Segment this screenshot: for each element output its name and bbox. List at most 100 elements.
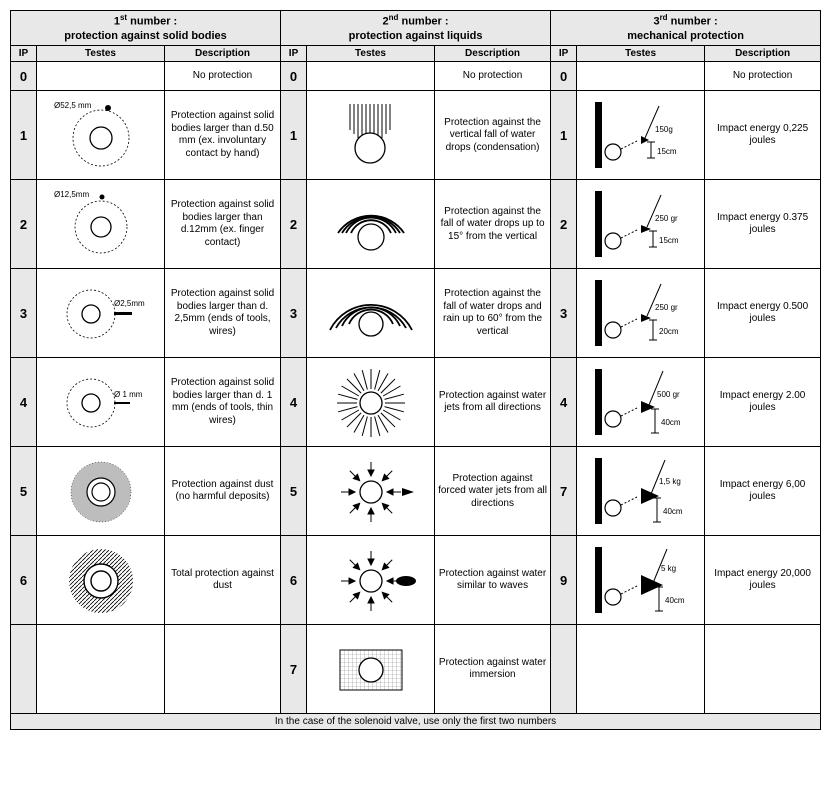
- desc-cell: Protection against water immersion: [435, 625, 551, 714]
- svg-text:15cm: 15cm: [657, 147, 677, 156]
- col-test: Testes: [37, 46, 165, 62]
- svg-text:Ø12,5mm: Ø12,5mm: [54, 190, 89, 199]
- waves-icon: [307, 536, 435, 625]
- test-cell: [577, 625, 705, 714]
- ip-value: 7: [281, 625, 307, 714]
- ip-value: 5: [281, 447, 307, 536]
- immersion-icon: [307, 625, 435, 714]
- svg-text:Ø52,5 mm: Ø52,5 mm: [54, 101, 92, 110]
- ip-value: 3: [11, 269, 37, 358]
- ip-value: 2: [551, 180, 577, 269]
- svg-text:1,5 kg: 1,5 kg: [659, 477, 681, 486]
- ip-value: 0: [551, 62, 577, 91]
- desc-cell: Impact energy 2.00 joules: [705, 358, 821, 447]
- desc-cell: No protection: [435, 62, 551, 91]
- svg-text:15cm: 15cm: [659, 236, 679, 245]
- ip-value: 3: [281, 269, 307, 358]
- desc-cell: Total protection against dust: [165, 536, 281, 625]
- desc-cell: Protection against the fall of water dro…: [435, 269, 551, 358]
- col-desc: Description: [435, 46, 551, 62]
- col-ip: IP: [551, 46, 577, 62]
- col-test: Testes: [577, 46, 705, 62]
- col-test: Testes: [307, 46, 435, 62]
- svg-text:Ø2,5mm: Ø2,5mm: [114, 299, 145, 308]
- ip-value: 3: [551, 269, 577, 358]
- test-cell: [577, 62, 705, 91]
- svg-text:20cm: 20cm: [659, 327, 679, 336]
- table-row: 7 Protection against water immersion: [11, 625, 821, 714]
- svg-text:5 kg: 5 kg: [661, 564, 676, 573]
- col-ip: IP: [281, 46, 307, 62]
- desc-cell: Impact energy 6,00 joules: [705, 447, 821, 536]
- dust-partial-icon: [37, 447, 165, 536]
- column-header-row: IP Testes Description IP Testes Descript…: [11, 46, 821, 62]
- desc-cell: No protection: [705, 62, 821, 91]
- ip-value: 5: [11, 447, 37, 536]
- test-cell: [37, 625, 165, 714]
- desc-cell: [165, 625, 281, 714]
- table-row: 5 Protection against dust (no harmful de…: [11, 447, 821, 536]
- ip-value: 2: [11, 180, 37, 269]
- svg-text:250 gr: 250 gr: [655, 214, 678, 223]
- svg-text:40cm: 40cm: [661, 418, 681, 427]
- desc-cell: Protection against water similar to wave…: [435, 536, 551, 625]
- ip-value: 1: [551, 91, 577, 180]
- ip-value: 6: [281, 536, 307, 625]
- desc-cell: [705, 625, 821, 714]
- desc-cell: Impact energy 0.500 joules: [705, 269, 821, 358]
- svg-text:40cm: 40cm: [663, 507, 683, 516]
- table-row: 1 Ø52,5 mm Protection against solid bodi…: [11, 91, 821, 180]
- desc-cell: Impact energy 20,000 joules: [705, 536, 821, 625]
- svg-text:Ø 1 mm: Ø 1 mm: [114, 390, 143, 399]
- desc-cell: Protection against dust (no harmful depo…: [165, 447, 281, 536]
- ip-value: [551, 625, 577, 714]
- impact-test-icon: 1,5 kg 40cm: [577, 447, 705, 536]
- col-desc: Description: [705, 46, 821, 62]
- ip-value: 4: [551, 358, 577, 447]
- ip-value: 0: [281, 62, 307, 91]
- ip-value: 0: [11, 62, 37, 91]
- ip-value: 7: [551, 447, 577, 536]
- ip-protection-table: 1st number : protection against solid bo…: [10, 10, 821, 730]
- solid-body-2p5-icon: Ø2,5mm: [37, 269, 165, 358]
- col-desc: Description: [165, 46, 281, 62]
- group-header-row: 1st number : protection against solid bo…: [11, 11, 821, 46]
- ip-value: 1: [281, 91, 307, 180]
- group2-header: 2nd number : protection against liquids: [281, 11, 551, 46]
- desc-cell: Protection against water jets from all d…: [435, 358, 551, 447]
- desc-cell: Protection against the fall of water dro…: [435, 180, 551, 269]
- solid-body-12-icon: Ø12,5mm: [37, 180, 165, 269]
- group1-header: 1st number : protection against solid bo…: [11, 11, 281, 46]
- desc-cell: Protection against solid bodies larger t…: [165, 180, 281, 269]
- test-cell: [37, 62, 165, 91]
- footer-row: In the case of the solenoid valve, use o…: [11, 714, 821, 730]
- impact-test-icon: 250 gr 15cm: [577, 180, 705, 269]
- table-row: 3 Ø2,5mm Protection against solid bodies…: [11, 269, 821, 358]
- desc-cell: No protection: [165, 62, 281, 91]
- desc-cell: Impact energy 0.375 joules: [705, 180, 821, 269]
- footer-note: In the case of the solenoid valve, use o…: [11, 714, 821, 730]
- desc-cell: Protection against the vertical fall of …: [435, 91, 551, 180]
- table-row: 6 Total protection against dust 6: [11, 536, 821, 625]
- ip-value: 2: [281, 180, 307, 269]
- table-row: 2 Ø12,5mm Protection against solid bodie…: [11, 180, 821, 269]
- ip-value: 4: [281, 358, 307, 447]
- solid-body-1mm-icon: Ø 1 mm: [37, 358, 165, 447]
- dust-total-icon: [37, 536, 165, 625]
- table-row: 4 Ø 1 mm Protection against solid bodies…: [11, 358, 821, 447]
- desc-cell: Protection against solid bodies larger t…: [165, 358, 281, 447]
- impact-test-icon: 5 kg 40cm: [577, 536, 705, 625]
- desc-cell: Protection against solid bodies larger t…: [165, 91, 281, 180]
- ip-value: 4: [11, 358, 37, 447]
- impact-test-icon: 250 gr 20cm: [577, 269, 705, 358]
- vertical-drops-icon: [307, 91, 435, 180]
- col-ip: IP: [11, 46, 37, 62]
- ip-value: 1: [11, 91, 37, 180]
- test-cell: [307, 62, 435, 91]
- svg-text:150g: 150g: [655, 125, 673, 134]
- ip-value: 6: [11, 536, 37, 625]
- desc-cell: Protection against solid bodies larger t…: [165, 269, 281, 358]
- desc-cell: Protection against forced water jets fro…: [435, 447, 551, 536]
- impact-test-icon: 500 gr 40cm: [577, 358, 705, 447]
- svg-text:250 gr: 250 gr: [655, 303, 678, 312]
